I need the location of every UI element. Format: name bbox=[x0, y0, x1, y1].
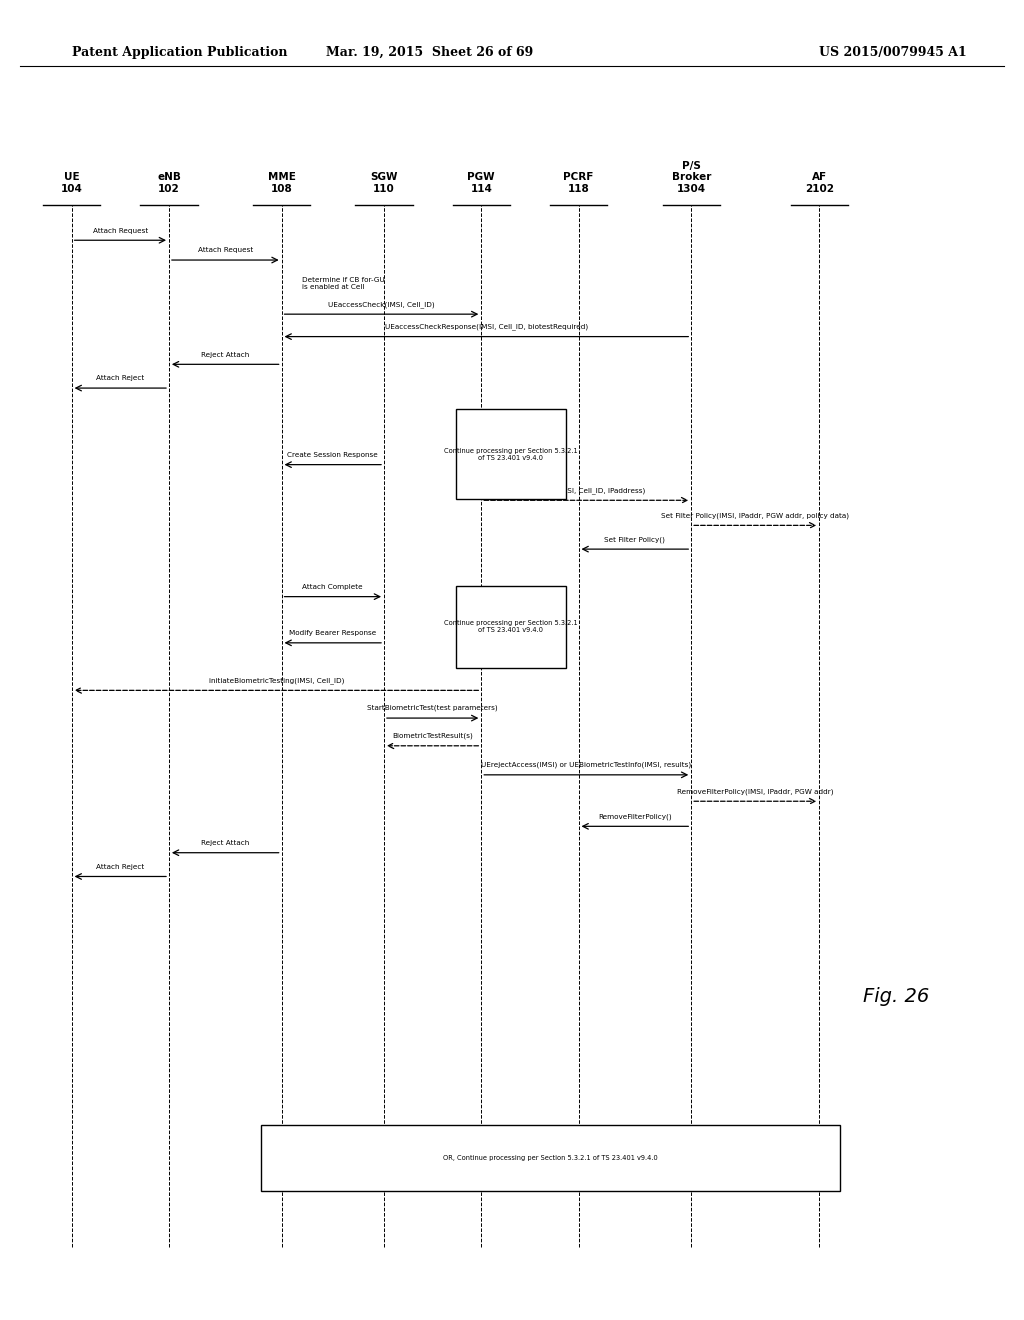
Text: initiateBiometricTesting(IMSI, Cell_ID): initiateBiometricTesting(IMSI, Cell_ID) bbox=[209, 677, 344, 684]
Text: Determine if CB for-GU
is enabled at Cell: Determine if CB for-GU is enabled at Cel… bbox=[302, 277, 385, 290]
Text: eNB
102: eNB 102 bbox=[157, 173, 181, 194]
Text: Fig. 26: Fig. 26 bbox=[863, 987, 929, 1006]
Text: Continue processing per Section 5.3.2.1
of TS 23.401 v9.4.0: Continue processing per Section 5.3.2.1 … bbox=[444, 447, 578, 461]
Text: OR, Continue processing per Section 5.3.2.1 of TS 23.401 v9.4.0: OR, Continue processing per Section 5.3.… bbox=[443, 1155, 657, 1160]
Text: PGW
114: PGW 114 bbox=[468, 173, 495, 194]
Text: Set Filter Policy(): Set Filter Policy() bbox=[604, 536, 666, 543]
Text: UEaccessCheck(IMSI, Cell_ID): UEaccessCheck(IMSI, Cell_ID) bbox=[328, 301, 435, 308]
Text: UEpInfo(IMSI, Cell_ID, IPaddress): UEpInfo(IMSI, Cell_ID, IPaddress) bbox=[527, 487, 645, 494]
Text: Attach Request: Attach Request bbox=[93, 227, 147, 234]
FancyBboxPatch shape bbox=[456, 586, 566, 668]
Text: Reject Attach: Reject Attach bbox=[201, 351, 250, 358]
FancyBboxPatch shape bbox=[456, 409, 566, 499]
Text: Continue processing per Section 5.3.2.1
of TS 23.401 v9.4.0: Continue processing per Section 5.3.2.1 … bbox=[444, 620, 578, 634]
Text: RemoveFilterPolicy(): RemoveFilterPolicy() bbox=[598, 813, 672, 820]
Text: UErejectAccess(IMSI) or UEBiometricTestInfo(IMSI, results): UErejectAccess(IMSI) or UEBiometricTestI… bbox=[481, 762, 691, 768]
Text: SGW
110: SGW 110 bbox=[371, 173, 397, 194]
Text: UE
104: UE 104 bbox=[60, 173, 83, 194]
Text: Patent Application Publication: Patent Application Publication bbox=[72, 46, 287, 59]
Text: UEaccessCheckResponse(IMSI, Cell_ID, biotestRequired): UEaccessCheckResponse(IMSI, Cell_ID, bio… bbox=[385, 323, 588, 330]
Text: Mar. 19, 2015  Sheet 26 of 69: Mar. 19, 2015 Sheet 26 of 69 bbox=[327, 46, 534, 59]
Text: Set Filter Policy(IMSI, IPaddr, PGW addr, policy data): Set Filter Policy(IMSI, IPaddr, PGW addr… bbox=[662, 512, 849, 519]
Text: Reject Attach: Reject Attach bbox=[201, 840, 250, 846]
Text: StartBiometricTest(test parameters): StartBiometricTest(test parameters) bbox=[368, 705, 498, 711]
Text: US 2015/0079945 A1: US 2015/0079945 A1 bbox=[819, 46, 967, 59]
Text: PCRF
118: PCRF 118 bbox=[563, 173, 594, 194]
FancyBboxPatch shape bbox=[261, 1125, 840, 1191]
Text: Attach Reject: Attach Reject bbox=[96, 863, 144, 870]
Text: P/S
Broker
1304: P/S Broker 1304 bbox=[672, 161, 711, 194]
Text: RemoveFilterPolicy(IMSI, IPaddr, PGW addr): RemoveFilterPolicy(IMSI, IPaddr, PGW add… bbox=[677, 788, 834, 795]
Text: Attach Reject: Attach Reject bbox=[96, 375, 144, 381]
Text: Modify Bearer Response: Modify Bearer Response bbox=[289, 630, 377, 636]
Text: Attach Request: Attach Request bbox=[198, 247, 253, 253]
Text: AF
2102: AF 2102 bbox=[805, 173, 834, 194]
Text: MME
108: MME 108 bbox=[267, 173, 296, 194]
Text: Attach Complete: Attach Complete bbox=[302, 583, 364, 590]
Text: Create Session Response: Create Session Response bbox=[288, 451, 378, 458]
Text: BiometricTestResult(s): BiometricTestResult(s) bbox=[392, 733, 473, 739]
